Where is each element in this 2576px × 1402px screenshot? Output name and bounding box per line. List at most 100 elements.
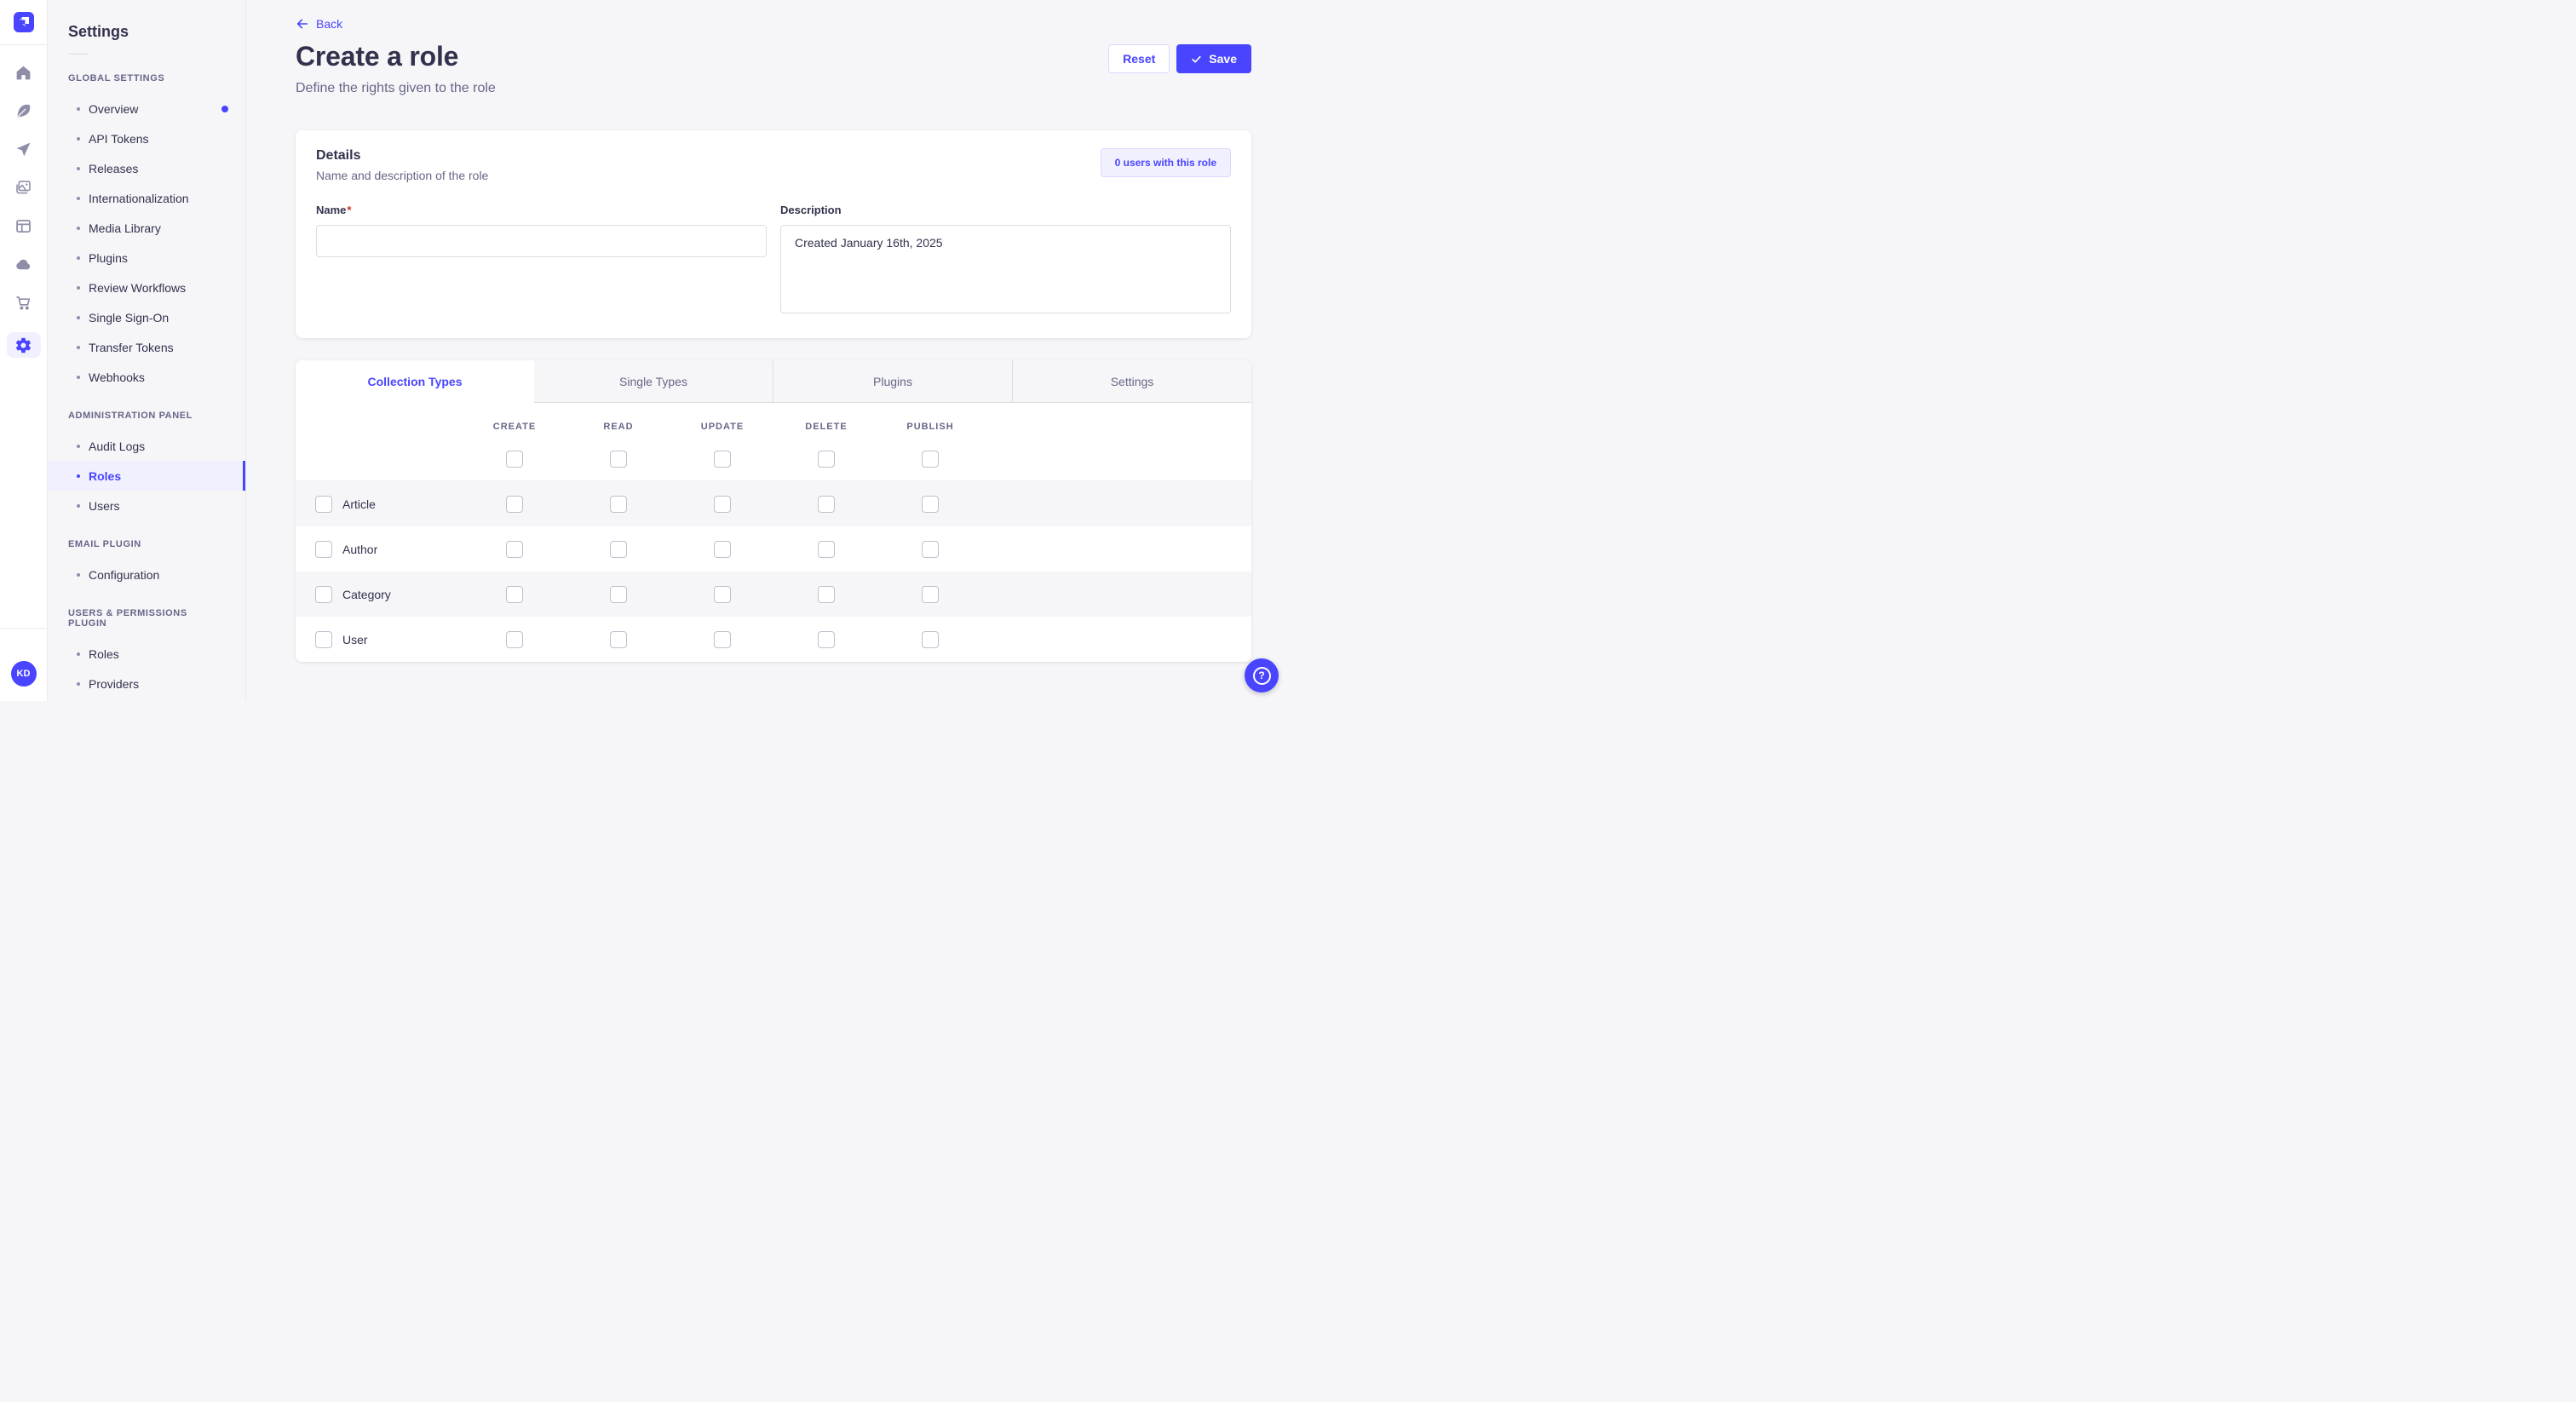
- select-all-create-checkbox[interactable]: [506, 451, 523, 468]
- paper-plane-icon[interactable]: [14, 141, 32, 158]
- category-read-checkbox[interactable]: [610, 585, 627, 603]
- sidebar-item-single-sign-on[interactable]: Single Sign-On: [48, 302, 245, 332]
- details-subtitle: Name and description of the role: [316, 169, 489, 182]
- users-with-role-button[interactable]: 0 users with this role: [1100, 148, 1231, 177]
- select-all-delete-checkbox[interactable]: [818, 451, 835, 468]
- strapi-logo-icon[interactable]: [13, 12, 34, 32]
- page-title: Create a role: [296, 41, 459, 72]
- bullet-icon: [77, 375, 80, 379]
- row-select-checkbox[interactable]: [315, 495, 332, 513]
- content-type-label: Author: [342, 542, 378, 556]
- user-publish-checkbox[interactable]: [922, 630, 939, 648]
- strapi-logo-area: [0, 0, 47, 45]
- author-read-checkbox[interactable]: [610, 540, 627, 558]
- cloud-icon[interactable]: [14, 256, 32, 273]
- sidebar-item-review-workflows[interactable]: Review Workflows: [48, 273, 245, 302]
- description-textarea[interactable]: Created January 16th, 2025: [780, 225, 1231, 313]
- sidebar-item-label: Roles: [89, 468, 122, 483]
- tab-single-types[interactable]: Single Types: [534, 360, 773, 403]
- bullet-icon: [77, 196, 80, 200]
- column-header-publish: PUBLISH: [906, 422, 954, 432]
- tab-collection-types[interactable]: Collection Types: [296, 360, 534, 403]
- user-delete-checkbox[interactable]: [818, 630, 835, 648]
- feather-icon[interactable]: [14, 102, 32, 120]
- row-select-checkbox[interactable]: [315, 540, 332, 558]
- sidebar-item-label: Review Workflows: [89, 280, 187, 295]
- sidebar-item-label: Providers: [89, 676, 140, 691]
- gear-icon[interactable]: [6, 332, 41, 358]
- sidebar-item-overview[interactable]: Overview: [48, 94, 245, 124]
- article-update-checkbox[interactable]: [714, 495, 731, 513]
- home-icon[interactable]: [14, 64, 32, 82]
- user-create-checkbox[interactable]: [506, 630, 523, 648]
- bullet-icon: [77, 681, 80, 686]
- section-label: GLOBAL SETTINGS: [68, 73, 165, 83]
- sidebar-item-media-library[interactable]: Media Library: [48, 213, 245, 243]
- user-avatar[interactable]: KD: [10, 661, 37, 687]
- sidebar-item-label: Roles: [89, 646, 119, 661]
- article-publish-checkbox[interactable]: [922, 495, 939, 513]
- column-header-delete: DELETE: [805, 422, 848, 432]
- author-update-checkbox[interactable]: [714, 540, 731, 558]
- sidebar-item-roles-admin[interactable]: Roles: [48, 461, 245, 491]
- column-header-read: READ: [603, 422, 634, 432]
- row-select-checkbox[interactable]: [315, 630, 332, 648]
- save-button[interactable]: Save: [1176, 44, 1251, 73]
- row-select-checkbox[interactable]: [315, 585, 332, 603]
- sidebar-item-releases[interactable]: Releases: [48, 153, 245, 183]
- notification-dot: [221, 105, 228, 112]
- cart-icon[interactable]: [14, 294, 32, 312]
- category-create-checkbox[interactable]: [506, 585, 523, 603]
- sidebar-item-internationalization[interactable]: Internationalization: [48, 183, 245, 213]
- content-type-label: Article: [342, 497, 376, 511]
- sidebar-item-roles-up[interactable]: Roles: [48, 639, 245, 669]
- article-read-checkbox[interactable]: [610, 495, 627, 513]
- user-update-checkbox[interactable]: [714, 630, 731, 648]
- back-link[interactable]: Back: [296, 17, 342, 31]
- category-publish-checkbox[interactable]: [922, 585, 939, 603]
- select-all-row: [463, 442, 1251, 476]
- reset-button[interactable]: Reset: [1108, 44, 1170, 73]
- column-header-create: CREATE: [492, 422, 537, 432]
- sidebar-item-providers[interactable]: Providers: [48, 669, 245, 698]
- bullet-icon: [77, 166, 80, 170]
- article-delete-checkbox[interactable]: [818, 495, 835, 513]
- sidebar-item-label: Media Library: [89, 221, 161, 235]
- sidebar-item-webhooks[interactable]: Webhooks: [48, 362, 245, 392]
- layout-icon[interactable]: [14, 217, 32, 235]
- help-icon: ?: [1252, 666, 1271, 685]
- section-email-plugin: EMAIL PLUGIN Configuration: [48, 539, 245, 589]
- sidebar-item-plugins[interactable]: Plugins: [48, 243, 245, 273]
- name-input[interactable]: [316, 225, 767, 257]
- help-button[interactable]: ?: [1245, 658, 1279, 692]
- permissions-card: Collection Types Single Types Plugins Se…: [296, 360, 1251, 662]
- permission-row-article: Article: [296, 481, 1251, 526]
- bullet-icon: [77, 285, 80, 290]
- column-header-update: UPDATE: [700, 422, 745, 432]
- sidebar-item-api-tokens[interactable]: API Tokens: [48, 124, 245, 153]
- author-delete-checkbox[interactable]: [818, 540, 835, 558]
- category-update-checkbox[interactable]: [714, 585, 731, 603]
- sidebar-title: Settings: [68, 23, 129, 40]
- select-all-publish-checkbox[interactable]: [922, 451, 939, 468]
- tab-settings[interactable]: Settings: [1012, 360, 1251, 403]
- author-publish-checkbox[interactable]: [922, 540, 939, 558]
- sidebar-item-label: Plugins: [89, 250, 128, 265]
- sidebar-item-configuration[interactable]: Configuration: [48, 560, 245, 589]
- category-delete-checkbox[interactable]: [818, 585, 835, 603]
- sidebar-item-users[interactable]: Users: [48, 491, 245, 520]
- back-label: Back: [316, 17, 343, 31]
- sidebar-item-audit-logs[interactable]: Audit Logs: [48, 431, 245, 461]
- author-create-checkbox[interactable]: [506, 540, 523, 558]
- section-users-permissions-plugin: USERS & PERMISSIONS PLUGIN Roles Provide…: [48, 608, 245, 698]
- sidebar-item-transfer-tokens[interactable]: Transfer Tokens: [48, 332, 245, 362]
- select-all-update-checkbox[interactable]: [714, 451, 731, 468]
- select-all-read-checkbox[interactable]: [610, 451, 627, 468]
- sidebar-divider: [68, 54, 89, 55]
- article-create-checkbox[interactable]: [506, 495, 523, 513]
- media-library-icon[interactable]: [14, 179, 32, 197]
- user-read-checkbox[interactable]: [610, 630, 627, 648]
- sidebar-item-label: Internationalization: [89, 191, 189, 205]
- bullet-icon: [77, 315, 80, 319]
- tab-plugins[interactable]: Plugins: [773, 360, 1012, 403]
